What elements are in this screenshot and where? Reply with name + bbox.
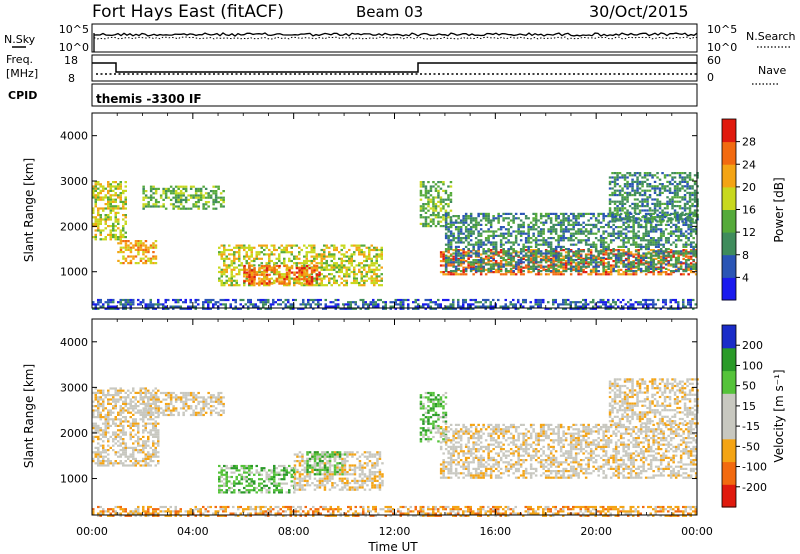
nsearch-top-tick: 10^5 <box>707 23 737 36</box>
velocity-colorbar-swatch <box>722 461 736 485</box>
power-colorbar-swatch <box>722 254 736 278</box>
nsky-top-tick: 10^5 <box>59 23 89 36</box>
x-tick-label: 00:00 <box>681 525 713 538</box>
velocity-region <box>142 391 225 417</box>
cpid-panel: CPID themis -3300 IF <box>8 83 698 107</box>
power-ytick-label: 3000 <box>60 175 88 188</box>
velocity-panel: 1000 2000 3000 4000 Slant Range [km] -200 -1… <box>22 318 786 517</box>
velocity-ytick-label: 3000 <box>60 381 88 394</box>
power-colorbar-tick: 8 <box>742 249 749 262</box>
nsearch-label: N.Search <box>746 30 796 43</box>
nave-top-tick: 60 <box>707 54 721 67</box>
velocity-colorbar-swatch <box>722 393 736 417</box>
nave-label: Nave <box>758 64 786 77</box>
x-axis: 00:00 04:00 08:00 12:00 16:00 20:00 00:00 <box>76 113 713 538</box>
nsky-bottom-tick: 10^0 <box>59 41 89 54</box>
velocity-colorbar-tick: 100 <box>742 359 763 372</box>
power-data-cells <box>92 172 699 310</box>
power-colorbar-tick: 12 <box>742 226 756 239</box>
velocity-colorbar-swatch <box>722 370 736 394</box>
freq-label-1: Freq. <box>6 53 33 66</box>
nsearch-trace <box>93 36 698 40</box>
power-region <box>608 172 699 223</box>
x-tick-label: 16:00 <box>479 525 511 538</box>
velocity-colorbar-swatch <box>722 325 736 349</box>
velocity-region <box>608 378 699 425</box>
velocity-colorbar-tick: 200 <box>742 339 763 352</box>
x-tick-label: 12:00 <box>379 525 411 538</box>
x-axis-label: Time UT <box>367 540 418 554</box>
power-colorbar-tick: 28 <box>742 136 756 149</box>
velocity-colorbar-tick: -15 <box>742 420 760 433</box>
nsky-trace <box>93 32 698 37</box>
power-ytick-label: 2000 <box>60 220 88 233</box>
velocity-ylabel: Slant Range [km] <box>22 364 36 468</box>
cpid-value: themis -3300 IF <box>96 92 202 106</box>
freq-bottom-tick: 8 <box>68 72 75 85</box>
power-colorbar-swatch <box>722 232 736 256</box>
velocity-colorbar-swatch <box>722 347 736 372</box>
header-beam: Beam 03 <box>356 3 423 21</box>
velocity-colorbar-label: Velocity [m s⁻¹] <box>772 369 786 462</box>
power-ytick-label: 4000 <box>60 130 88 143</box>
power-colorbar-swatch <box>722 186 736 210</box>
power-region <box>117 240 158 265</box>
x-tick-label: 04:00 <box>177 525 209 538</box>
freq-label-2: [MHz] <box>6 67 38 80</box>
velocity-colorbar-tick: -200 <box>742 481 767 494</box>
velocity-region <box>419 391 448 443</box>
power-colorbar-label: Power [dB] <box>772 177 786 242</box>
power-panel: 1000 2000 3000 4000 Slant Range [km] 4 8 12 16… <box>22 112 786 310</box>
velocity-colorbar-tick: -100 <box>742 461 767 474</box>
power-ytick-label: 1000 <box>60 266 88 279</box>
freq-panel: Freq. [MHz] 18 8 60 0 Nave <box>6 53 786 85</box>
power-colorbar-tick: 16 <box>742 204 756 217</box>
nsky-label: N.Sky <box>4 33 36 46</box>
power-colorbar-tick: 4 <box>742 271 749 284</box>
power-colorbar-tick: 24 <box>742 158 756 171</box>
power-region <box>444 212 698 273</box>
velocity-colorbar-swatch <box>722 416 736 440</box>
velocity-colorbar-tick: 15 <box>742 400 756 413</box>
freq-top-tick: 18 <box>64 54 78 67</box>
power-colorbar-swatch <box>722 209 736 233</box>
power-region <box>92 181 127 241</box>
power-region <box>243 264 321 285</box>
x-tick-label: 20:00 <box>580 525 612 538</box>
velocity-colorbar-swatch <box>722 484 736 508</box>
cpid-label: CPID <box>8 89 37 102</box>
header-title: Fort Hays East (fitACF) <box>92 2 284 22</box>
x-tick-label: 00:00 <box>76 525 108 538</box>
velocity-data-cells <box>92 378 699 517</box>
velocity-region <box>306 451 347 476</box>
power-ylabel: Slant Range [km] <box>22 158 36 262</box>
velocity-ytick-label: 2000 <box>60 427 88 440</box>
nsky-panel: N.Sky 10^5 10^0 10^5 10^0 N.Search <box>4 23 796 54</box>
power-region <box>419 181 453 228</box>
header-date: 30/Oct/2015 <box>589 2 689 21</box>
freq-trace <box>92 62 697 73</box>
power-colorbar-swatch <box>722 164 736 188</box>
nsearch-bottom-tick: 10^0 <box>707 41 737 54</box>
velocity-ytick-label: 4000 <box>60 336 88 349</box>
power-colorbar-swatch <box>722 277 736 301</box>
velocity-region <box>218 464 296 494</box>
power-colorbar-tick: 20 <box>742 181 756 194</box>
velocity-region <box>439 423 698 479</box>
velocity-colorbar-tick: 50 <box>742 380 756 393</box>
power-colorbar-swatch <box>722 119 736 143</box>
power-region <box>92 298 697 310</box>
velocity-ytick-label: 1000 <box>60 473 88 486</box>
power-region <box>142 185 225 210</box>
power-colorbar-swatch <box>722 141 736 165</box>
x-tick-label: 08:00 <box>278 525 310 538</box>
velocity-colorbar-tick: -50 <box>742 440 760 453</box>
velocity-colorbar-swatch <box>722 438 736 463</box>
nave-bottom-tick: 0 <box>707 71 714 84</box>
velocity-region <box>92 387 160 467</box>
